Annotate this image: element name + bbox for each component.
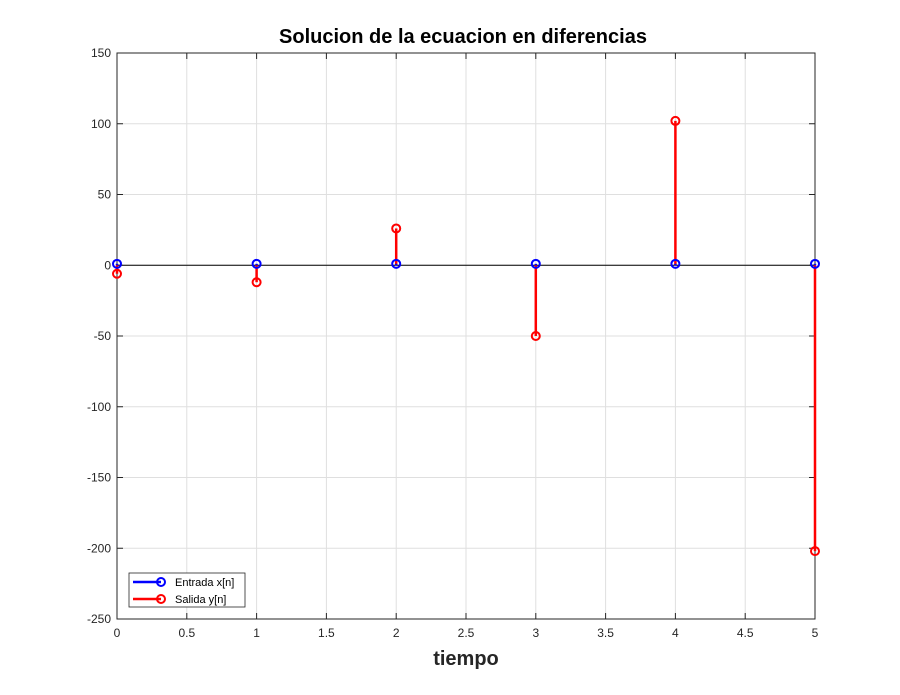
x-tick-label: 5 <box>812 626 819 640</box>
y-tick-label: -100 <box>87 400 111 414</box>
x-tick-label: 1.5 <box>318 626 335 640</box>
series-group <box>112 115 820 557</box>
y-tick-label: -250 <box>87 612 111 626</box>
stem-marker-salida <box>530 331 541 341</box>
stem-marker-entrada <box>530 258 541 269</box>
x-tick-label: 2 <box>393 626 400 640</box>
y-tick-label: -50 <box>94 329 112 343</box>
y-tick-label: 150 <box>91 46 111 60</box>
stem-marker-entrada <box>391 258 402 269</box>
legend-label-entrada: Entrada x[n] <box>175 577 234 589</box>
legend-label-salida: Salida y[n] <box>175 594 226 606</box>
legend-swatch-entrada-marker <box>156 577 166 587</box>
stem-marker-salida <box>810 546 820 557</box>
stem-marker-salida <box>670 115 681 126</box>
legend: Entrada x[n] Salida y[n] <box>128 572 246 608</box>
stem-marker-salida <box>251 277 262 288</box>
y-tick-label: -200 <box>87 541 111 555</box>
y-tick-label: -150 <box>87 471 111 485</box>
stem-marker-entrada <box>251 258 262 269</box>
x-tick-label: 4 <box>672 626 679 640</box>
legend-box <box>128 572 246 608</box>
y-tick-label: 0 <box>104 258 111 272</box>
legend-swatch-salida-marker <box>156 594 166 604</box>
stem-marker-entrada <box>112 258 122 269</box>
y-tick-label: 50 <box>98 188 112 202</box>
x-tick-label: 0.5 <box>178 626 195 640</box>
stem-marker-entrada <box>670 258 681 269</box>
series-entrada <box>112 258 820 269</box>
x-tick-label: 3 <box>532 626 539 640</box>
x-tick-label: 3.5 <box>597 626 614 640</box>
chart-title: Solucion de la ecuacion en diferencias <box>279 26 647 48</box>
x-tick-label: 2.5 <box>458 626 475 640</box>
x-axis-label: tiempo <box>433 648 499 670</box>
stem-marker-salida <box>391 223 402 234</box>
x-tick-label: 4.5 <box>737 626 754 640</box>
x-tick-label: 1 <box>253 626 260 640</box>
x-tick-label: 0 <box>114 626 121 640</box>
y-axis-ticks: -250 -200 -150 -100 -50 0 50 100 150 <box>87 46 815 626</box>
stem-marker-salida <box>112 268 122 279</box>
stem-marker-entrada <box>810 258 820 269</box>
series-salida <box>112 115 820 557</box>
x-axis-ticks: 0 0.5 1 1.5 2 2.5 3 3.5 4 4.5 5 <box>114 53 819 640</box>
y-tick-label: 100 <box>91 117 111 131</box>
